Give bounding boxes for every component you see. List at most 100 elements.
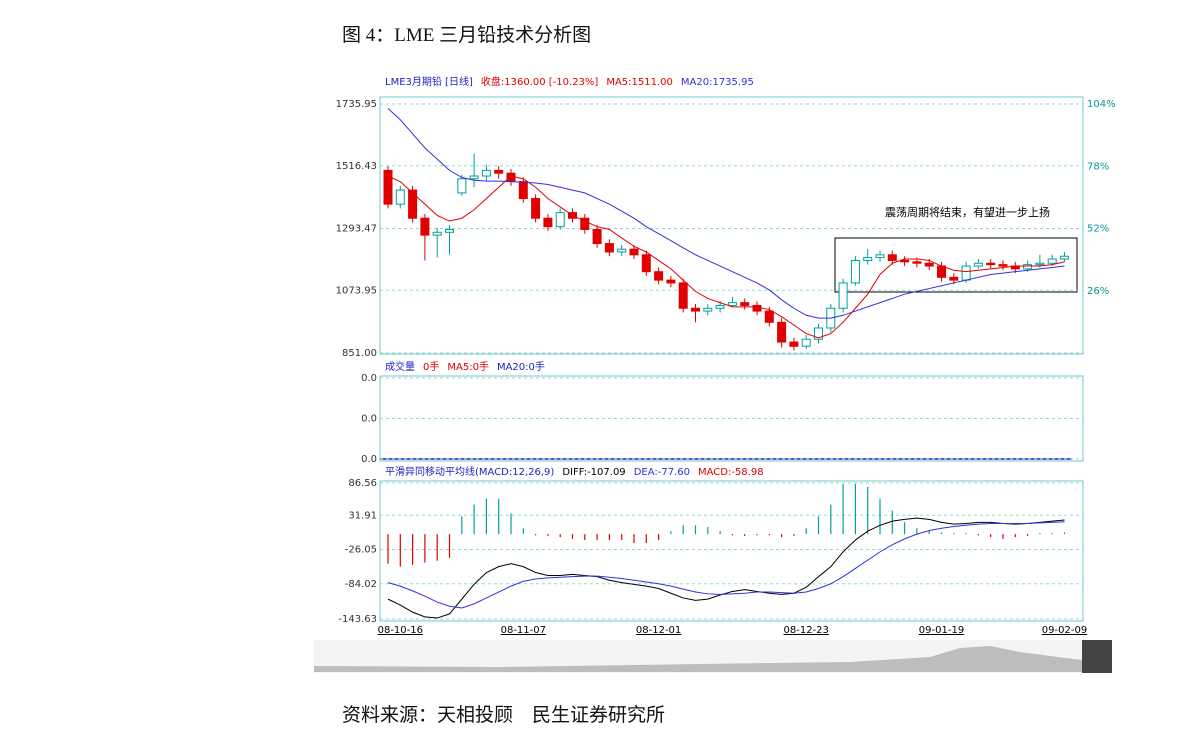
legend-entry: MA5:1511.00 — [606, 77, 673, 88]
chart: 1735.95 1516.43 1293.47 1073.95 851.00 104% 78… — [314, 75, 1116, 673]
candle-body — [998, 264, 1008, 267]
y-tick-label: 78% — [1087, 161, 1109, 172]
x-tick-label: 08-11-07 — [501, 625, 546, 636]
line — [387, 108, 1065, 319]
candle-body — [912, 261, 922, 264]
line — [387, 521, 1065, 609]
x-tick-label: 08-12-01 — [636, 625, 681, 636]
legend-entry: MA20:0手 — [497, 360, 545, 373]
candle-body — [715, 304, 725, 309]
legend-entry: DIFF:-107.09 — [562, 467, 625, 478]
scrollbar-thumb — [1082, 640, 1112, 673]
candle-body — [629, 248, 639, 256]
macd-panel — [379, 480, 1084, 622]
y-tick-label: 52% — [1087, 224, 1109, 235]
candle-body — [727, 302, 737, 306]
candle-body — [949, 276, 959, 281]
candle-body — [740, 302, 750, 306]
candle-body — [801, 338, 811, 347]
candle-body — [937, 265, 946, 278]
legend-entry: 0手 — [423, 360, 439, 373]
candle-body — [875, 254, 885, 259]
candle-body — [1023, 264, 1033, 270]
candle-body — [1060, 255, 1069, 260]
volume-panel — [379, 375, 1084, 462]
candle-body — [777, 321, 787, 343]
figure-caption: 图 4：LME 三月铅技术分析图 — [342, 25, 592, 46]
x-tick-label: 09-02-09 — [1042, 625, 1087, 636]
y-tick-label: 104% — [1087, 99, 1116, 110]
candle-body — [494, 169, 504, 174]
candle-body — [764, 310, 774, 323]
candle-body — [789, 341, 799, 347]
candle-body — [408, 189, 418, 219]
legend-entry: 收盘:1360.00 [-10.23%] — [481, 75, 599, 88]
candle-body — [887, 254, 897, 261]
candle-body — [383, 169, 393, 205]
candle-body — [481, 169, 491, 177]
candle-body — [531, 198, 541, 219]
candle-body — [617, 248, 627, 253]
legend-entry: 平滑异同移动平均线(MACD:12,26,9) — [385, 465, 554, 478]
candle-body — [1047, 258, 1057, 264]
y-tick-label: 31.91 — [348, 510, 377, 521]
candle-body — [457, 178, 467, 194]
price-panel — [379, 96, 1084, 355]
y-tick-label: -26.05 — [345, 545, 377, 556]
candle-body — [604, 243, 614, 253]
y-tick-label: 1293.47 — [336, 224, 377, 235]
candle-body — [445, 228, 454, 233]
candle-body — [666, 279, 676, 284]
annotation-box — [834, 237, 1078, 293]
line — [387, 517, 1065, 619]
candle-body — [691, 307, 700, 312]
candle-body — [518, 181, 528, 200]
y-tick-label: 86.56 — [348, 478, 377, 489]
candle-body — [678, 282, 688, 309]
candle-body — [1035, 262, 1045, 266]
candle-body — [555, 212, 565, 228]
scrollbar-overview — [314, 646, 1082, 672]
line — [387, 175, 1065, 339]
y-tick-label: 1073.95 — [336, 285, 377, 296]
candle-body — [924, 262, 934, 267]
y-tick-label: 1516.43 — [336, 161, 377, 172]
candle-body — [641, 254, 651, 273]
legend-entry: DEA:-77.60 — [634, 467, 690, 478]
y-tick-label: 851.00 — [342, 348, 377, 359]
candle-body — [580, 217, 590, 230]
x-tick-label: 09-01-19 — [919, 625, 964, 636]
candle-body — [900, 259, 910, 263]
candle-body — [592, 228, 602, 245]
candle-body — [654, 271, 664, 281]
x-tick-label: 08-10-16 — [378, 625, 423, 636]
candle-body — [863, 257, 873, 261]
figure-source: 资料来源：天相投顾 民生证券研究所 — [342, 705, 666, 726]
candle-body — [395, 189, 405, 205]
y-tick-label: 26% — [1087, 286, 1109, 297]
annotation: 震荡周期将结束，有望进一步上扬 — [885, 205, 1050, 219]
candle-body — [986, 262, 996, 266]
candle-body — [703, 307, 713, 312]
candle-body — [506, 172, 516, 183]
candle-body — [838, 282, 848, 309]
candle-body — [432, 231, 442, 236]
y-tick-label: -84.02 — [345, 579, 377, 590]
candle-body — [814, 327, 823, 340]
candle-body — [469, 175, 479, 180]
legend-entry: LME3月期铅 [日线] — [385, 75, 473, 88]
legend-entry: MA5:0手 — [447, 360, 489, 373]
y-tick-label: 1735.95 — [336, 99, 377, 110]
y-tick-label: 0.0 — [361, 373, 377, 384]
candle-body — [752, 304, 762, 312]
legend-entry: MA20:1735.95 — [681, 77, 754, 88]
y-tick-label: 0.0 — [361, 414, 377, 425]
legend-entry: MACD:-58.98 — [698, 467, 764, 478]
x-tick-label: 08-12-23 — [784, 625, 829, 636]
candle-body — [420, 217, 430, 236]
y-tick-label: 0.0 — [361, 454, 377, 465]
candle-body — [543, 217, 553, 228]
candle-body — [850, 259, 860, 284]
legend-entry: 成交量 — [385, 360, 415, 373]
